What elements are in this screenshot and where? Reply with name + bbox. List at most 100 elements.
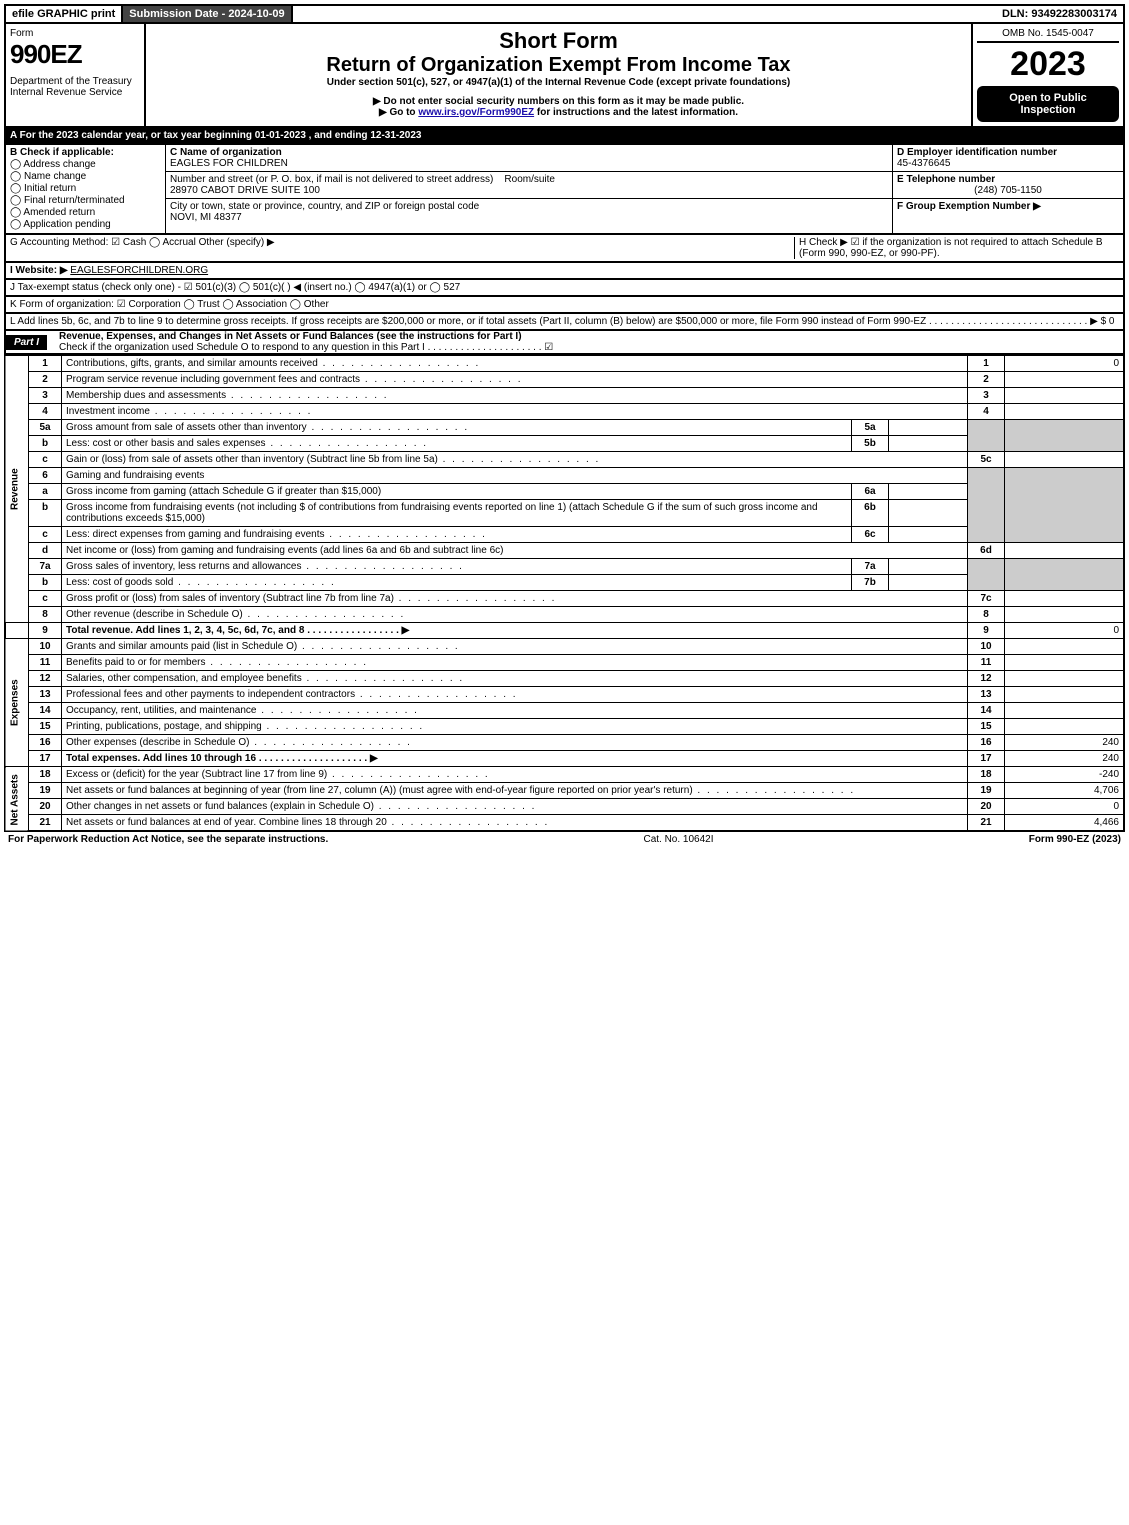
grey6: [968, 468, 1005, 543]
n5a: 5a: [29, 420, 62, 436]
rv14: [1005, 703, 1125, 719]
row-gh: G Accounting Method: ☑ Cash ◯ Accrual Ot…: [4, 235, 1125, 263]
sn5a: 5a: [852, 420, 889, 436]
short-form-title: Short Form: [150, 28, 967, 54]
n12: 12: [29, 671, 62, 687]
form-header: Form 990EZ Department of the Treasury In…: [4, 24, 1125, 128]
sv6a: [889, 484, 968, 500]
n20: 20: [29, 799, 62, 815]
part1-tag: Part I: [6, 335, 47, 350]
i-val[interactable]: EAGLESFORCHILDREN.ORG: [70, 265, 208, 276]
chk-initial-label: Initial return: [24, 183, 76, 194]
chk-address[interactable]: ◯ Address change: [10, 159, 161, 170]
t14: Occupancy, rent, utilities, and maintena…: [62, 703, 968, 719]
sn7a: 7a: [852, 559, 889, 575]
t5b: Less: cost or other basis and sales expe…: [62, 436, 852, 452]
row-10: Expenses 10 Grants and similar amounts p…: [5, 639, 1124, 655]
city-block: City or town, state or province, country…: [166, 199, 892, 225]
section-b: B Check if applicable: ◯ Address change …: [6, 145, 166, 233]
chk-name[interactable]: ◯ Name change: [10, 171, 161, 182]
row-1: Revenue 1 Contributions, gifts, grants, …: [5, 356, 1124, 372]
d-label: D Employer identification number: [897, 147, 1057, 158]
rv20: 0: [1005, 799, 1125, 815]
rn3: 3: [968, 388, 1005, 404]
d-block: D Employer identification number 45-4376…: [893, 145, 1123, 172]
e-val: (248) 705-1150: [897, 185, 1119, 196]
t3: Membership dues and assessments: [62, 388, 968, 404]
row-7b: b Less: cost of goods sold 7b: [5, 575, 1124, 591]
row-5b: b Less: cost or other basis and sales ex…: [5, 436, 1124, 452]
chk-amended[interactable]: ◯ Amended return: [10, 207, 161, 218]
rv18: -240: [1005, 767, 1125, 783]
greyv6: [1005, 468, 1125, 543]
row-15: 15 Printing, publications, postage, and …: [5, 719, 1124, 735]
c-name-label: C Name of organization: [170, 147, 282, 158]
c-street-val: 28970 CABOT DRIVE SUITE 100: [170, 185, 320, 196]
t7b: Less: cost of goods sold: [62, 575, 852, 591]
f-block: F Group Exemption Number ▶: [893, 199, 1123, 214]
chk-amended-label: Amended return: [23, 207, 95, 218]
greyv7: [1005, 559, 1125, 591]
sn6a: 6a: [852, 484, 889, 500]
i-label: I Website: ▶: [10, 265, 68, 276]
n7b: b: [29, 575, 62, 591]
return-title: Return of Organization Exempt From Incom…: [150, 54, 967, 77]
t2: Program service revenue including govern…: [62, 372, 968, 388]
rn6d: 6d: [968, 543, 1005, 559]
sv6c: [889, 527, 968, 543]
t21: Net assets or fund balances at end of ye…: [62, 815, 968, 832]
sn6b: 6b: [852, 500, 889, 527]
row-21: 21 Net assets or fund balances at end of…: [5, 815, 1124, 832]
expenses-tab: Expenses: [5, 639, 29, 767]
t12: Salaries, other compensation, and employ…: [62, 671, 968, 687]
t1: Contributions, gifts, grants, and simila…: [62, 356, 968, 372]
n7c: c: [29, 591, 62, 607]
lines-table: Revenue 1 Contributions, gifts, grants, …: [4, 355, 1125, 832]
t7c: Gross profit or (loss) from sales of inv…: [62, 591, 968, 607]
t16: Other expenses (describe in Schedule O): [62, 735, 968, 751]
dept: Department of the Treasury Internal Reve…: [10, 76, 140, 98]
greyv5: [1005, 420, 1125, 452]
n7a: 7a: [29, 559, 62, 575]
revenue-tab: Revenue: [5, 356, 29, 623]
t6b: Gross income from fundraising events (no…: [62, 500, 852, 527]
e-block: E Telephone number (248) 705-1150: [893, 172, 1123, 199]
rv13: [1005, 687, 1125, 703]
n13: 13: [29, 687, 62, 703]
row-i: I Website: ▶ EAGLESFORCHILDREN.ORG: [4, 263, 1125, 280]
rv3: [1005, 388, 1125, 404]
n3: 3: [29, 388, 62, 404]
row-6a: a Gross income from gaming (attach Sched…: [5, 484, 1124, 500]
row-7c: c Gross profit or (loss) from sales of i…: [5, 591, 1124, 607]
row-j: J Tax-exempt status (check only one) - ☑…: [4, 280, 1125, 297]
t8: Other revenue (describe in Schedule O): [62, 607, 968, 623]
rv11: [1005, 655, 1125, 671]
rv9: 0: [1005, 623, 1125, 639]
h-label: H Check ▶ ☑ if the organization is not r…: [794, 237, 1119, 259]
footer-left: For Paperwork Reduction Act Notice, see …: [8, 834, 328, 845]
efile-label[interactable]: efile GRAPHIC print: [6, 6, 123, 22]
t5c: Gain or (loss) from sale of assets other…: [62, 452, 968, 468]
row-6c: c Less: direct expenses from gaming and …: [5, 527, 1124, 543]
netassets-tab: Net Assets: [5, 767, 29, 832]
rv1: 0: [1005, 356, 1125, 372]
rv6d: [1005, 543, 1125, 559]
t5a: Gross amount from sale of assets other t…: [62, 420, 852, 436]
t13: Professional fees and other payments to …: [62, 687, 968, 703]
t6: Gaming and fundraising events: [62, 468, 968, 484]
row-18: Net Assets 18 Excess or (deficit) for th…: [5, 767, 1124, 783]
rn19: 19: [968, 783, 1005, 799]
sv5a: [889, 420, 968, 436]
chk-initial[interactable]: ◯ Initial return: [10, 183, 161, 194]
g-label: G Accounting Method: ☑ Cash ◯ Accrual Ot…: [10, 237, 794, 259]
b-label: B Check if applicable:: [10, 147, 161, 158]
c-name-val: EAGLES FOR CHILDREN: [170, 158, 288, 169]
irs-link[interactable]: www.irs.gov/Form990EZ: [418, 107, 534, 118]
e-label: E Telephone number: [897, 174, 995, 185]
section-def: D Employer identification number 45-4376…: [893, 145, 1123, 233]
row-17: 17 Total expenses. Add lines 10 through …: [5, 751, 1124, 767]
chk-final[interactable]: ◯ Final return/terminated: [10, 195, 161, 206]
t4: Investment income: [62, 404, 968, 420]
chk-address-label: Address change: [23, 159, 95, 170]
chk-pending[interactable]: ◯ Application pending: [10, 219, 161, 230]
